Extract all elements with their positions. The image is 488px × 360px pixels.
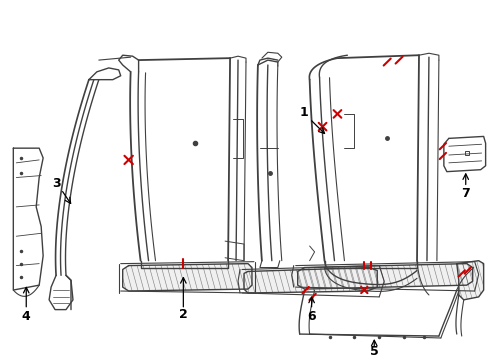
Polygon shape xyxy=(456,261,483,300)
Text: 7: 7 xyxy=(460,187,469,200)
Polygon shape xyxy=(244,267,376,293)
Text: 5: 5 xyxy=(369,345,378,358)
Text: 6: 6 xyxy=(306,310,315,323)
Text: 3: 3 xyxy=(52,177,60,190)
Polygon shape xyxy=(297,264,472,289)
Text: 1: 1 xyxy=(299,107,307,120)
Polygon shape xyxy=(122,264,251,291)
Text: 2: 2 xyxy=(179,308,187,321)
Text: 4: 4 xyxy=(22,310,31,323)
